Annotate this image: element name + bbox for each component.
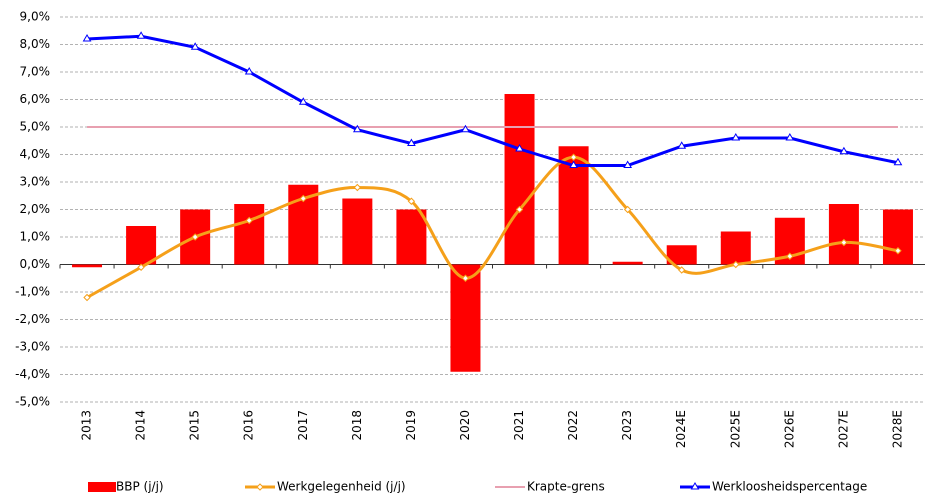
x-tick-label: 2022 <box>566 410 580 441</box>
marker <box>569 160 578 168</box>
y-tick-label: 3,0% <box>20 175 51 189</box>
marker <box>83 293 91 302</box>
marker <box>191 233 199 241</box>
x-tick-label: 2013 <box>80 410 94 441</box>
x-tick-label: 2019 <box>404 410 418 441</box>
marker <box>785 133 795 141</box>
x-tick-label: 2015 <box>188 410 202 441</box>
marker <box>461 274 470 282</box>
marker <box>786 252 794 260</box>
y-tick-label: -4,0% <box>15 367 50 381</box>
marker <box>894 247 902 255</box>
marker <box>299 194 307 203</box>
marker <box>731 133 741 141</box>
x-tick-label: 2021 <box>512 410 526 441</box>
legend-label: BBP (j/j) <box>116 480 164 494</box>
legend-label: Werkloosheidspercentage <box>712 480 867 494</box>
bar <box>234 204 265 265</box>
marker <box>840 238 848 247</box>
marker <box>461 124 470 133</box>
bar <box>828 204 859 265</box>
y-tick-label: 2,0% <box>20 202 51 216</box>
y-tick-label: 9,0% <box>20 10 51 24</box>
x-tick-label: 2020 <box>458 410 472 441</box>
marker <box>244 67 254 75</box>
y-tick-label: 4,0% <box>20 147 51 161</box>
x-tick-label: 2023 <box>620 410 634 441</box>
marker <box>298 97 308 105</box>
x-tick-label: 2016 <box>242 410 256 441</box>
y-tick-label: -5,0% <box>15 395 50 409</box>
marker <box>190 42 200 50</box>
x-tick-label: 2014 <box>134 410 148 441</box>
bar <box>450 264 481 372</box>
y-tick-label: -1,0% <box>15 285 50 299</box>
x-tick-label: 2018 <box>350 410 364 441</box>
x-tick-label: 2024E <box>674 410 688 448</box>
marker <box>137 263 145 271</box>
y-tick-label: 8,0% <box>20 37 51 51</box>
marker <box>732 260 740 269</box>
legend-marker <box>256 483 264 491</box>
marker <box>245 216 253 225</box>
bar <box>126 226 157 265</box>
line <box>86 155 899 299</box>
bar <box>666 245 697 265</box>
bar <box>612 261 643 265</box>
x-tick-label: 2026E <box>782 410 796 448</box>
legend-label: Werkgelegenheid (j/j) <box>277 480 406 494</box>
marker <box>569 153 578 161</box>
y-tick-label: 7,0% <box>20 65 51 79</box>
x-tick-label: 2025E <box>728 410 742 448</box>
marker <box>515 205 524 214</box>
y-tick-label: 1,0% <box>20 230 51 244</box>
legend-marker <box>690 482 700 490</box>
marker <box>677 141 687 149</box>
marker <box>839 146 849 155</box>
marker <box>678 266 686 274</box>
legend-swatch <box>88 482 116 492</box>
line <box>86 34 899 167</box>
marker <box>407 197 416 205</box>
marker <box>407 138 416 146</box>
bar <box>72 264 103 268</box>
x-tick-label: 2017 <box>296 410 310 441</box>
marker <box>353 183 362 192</box>
y-tick-label: 6,0% <box>20 92 51 106</box>
bar <box>396 209 427 265</box>
y-tick-label: -2,0% <box>15 312 50 326</box>
marker <box>893 157 903 166</box>
bar <box>882 209 913 265</box>
marker <box>623 205 632 214</box>
marker <box>352 124 362 133</box>
marker <box>136 31 146 39</box>
marker <box>82 34 92 42</box>
bar <box>504 94 535 265</box>
legend-label: Krapte-grens <box>527 480 605 494</box>
y-tick-label: 5,0% <box>20 120 51 134</box>
x-tick-label: 2027E <box>836 410 850 448</box>
marker <box>515 144 524 152</box>
y-tick-label: -3,0% <box>15 340 50 354</box>
x-tick-label: 2028E <box>890 410 904 448</box>
bar <box>342 198 373 265</box>
bar <box>720 231 751 265</box>
y-tick-label: 0,0% <box>20 257 51 271</box>
marker <box>623 160 633 168</box>
